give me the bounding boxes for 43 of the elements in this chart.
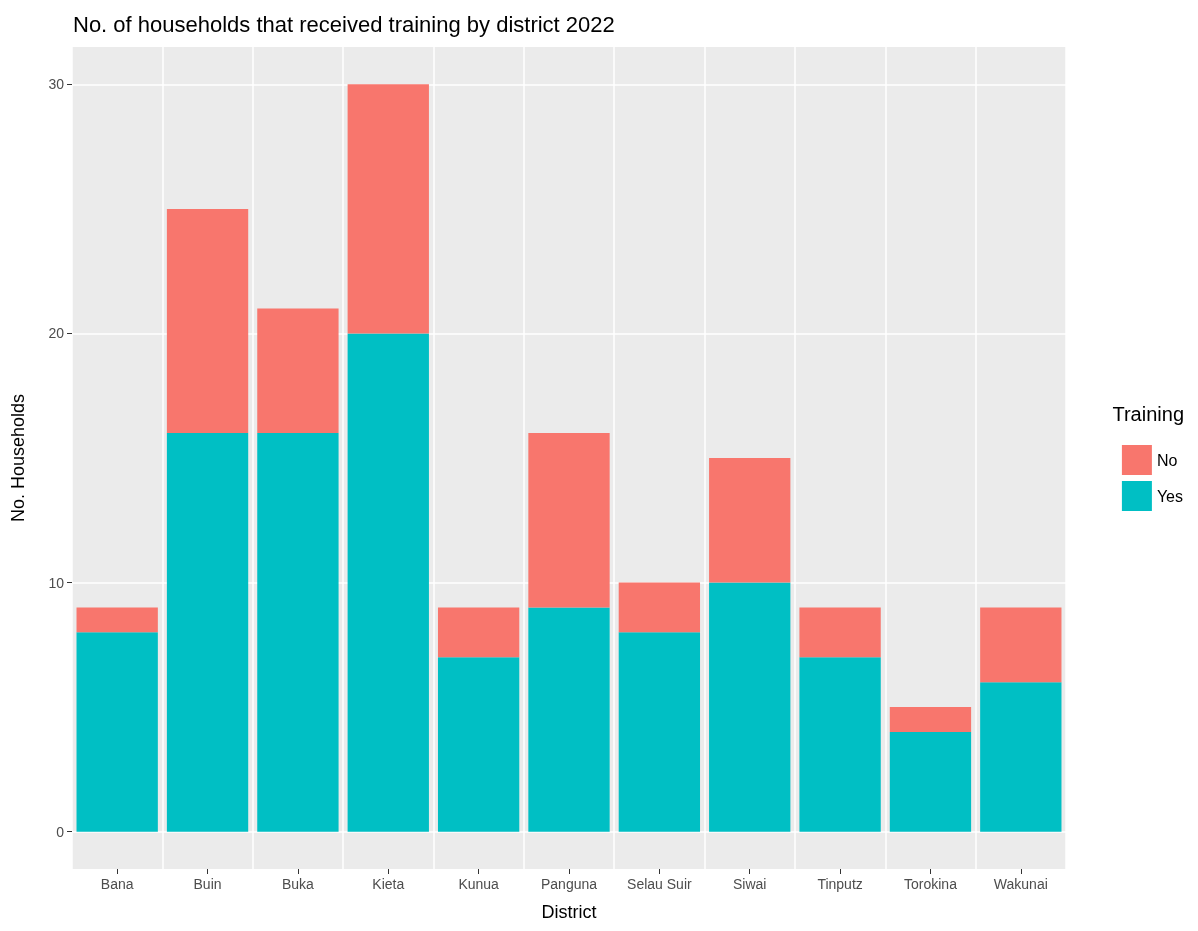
- bar: [257, 308, 339, 434]
- bar: [528, 433, 610, 608]
- x-tick-label: Panguna: [540, 876, 598, 892]
- bar: [709, 458, 791, 583]
- y-tick-label: 10: [48, 574, 65, 591]
- x-tick-label: Kieta: [372, 876, 405, 892]
- bar: [347, 333, 429, 832]
- bar: [347, 84, 429, 334]
- bar: [166, 208, 249, 434]
- x-tick-label: Tinputz: [817, 876, 863, 892]
- x-tick-label: Siwai: [732, 876, 767, 892]
- y-axis-title: No. Households: [8, 393, 28, 523]
- bar: [709, 582, 791, 832]
- bar: [889, 732, 972, 832]
- legend-title: Training: [1112, 403, 1184, 425]
- bar: [618, 632, 701, 832]
- y-tick-label: 30: [48, 76, 65, 93]
- bar: [76, 607, 158, 633]
- x-tick-label: Wakunai: [993, 876, 1048, 892]
- x-axis-title: District: [541, 902, 597, 922]
- bar: [76, 632, 158, 832]
- x-tick-label: Torokina: [903, 876, 958, 892]
- x-tick-label: Selau Suir: [627, 876, 692, 892]
- y-tick-label: 20: [48, 325, 65, 342]
- legend-label: Yes: [1156, 487, 1184, 505]
- bar: [618, 582, 701, 633]
- bar: [799, 607, 881, 658]
- legend-label: No: [1156, 451, 1178, 469]
- bar: [980, 682, 1062, 832]
- x-tick-label: Kunua: [458, 876, 500, 892]
- bar: [257, 433, 339, 832]
- bar: [799, 657, 881, 832]
- bar: [889, 707, 972, 732]
- x-tick-label: Buka: [281, 876, 315, 892]
- bar: [437, 607, 520, 658]
- bar: [437, 657, 520, 832]
- bar: [528, 607, 610, 832]
- bar: [980, 607, 1062, 683]
- chart-title: No. of households that received training by district 2022: [73, 11, 615, 37]
- x-tick-label: Bana: [100, 876, 134, 892]
- y-tick-label: 0: [56, 823, 65, 840]
- x-tick-label: Buin: [193, 876, 222, 892]
- bar: [166, 433, 249, 832]
